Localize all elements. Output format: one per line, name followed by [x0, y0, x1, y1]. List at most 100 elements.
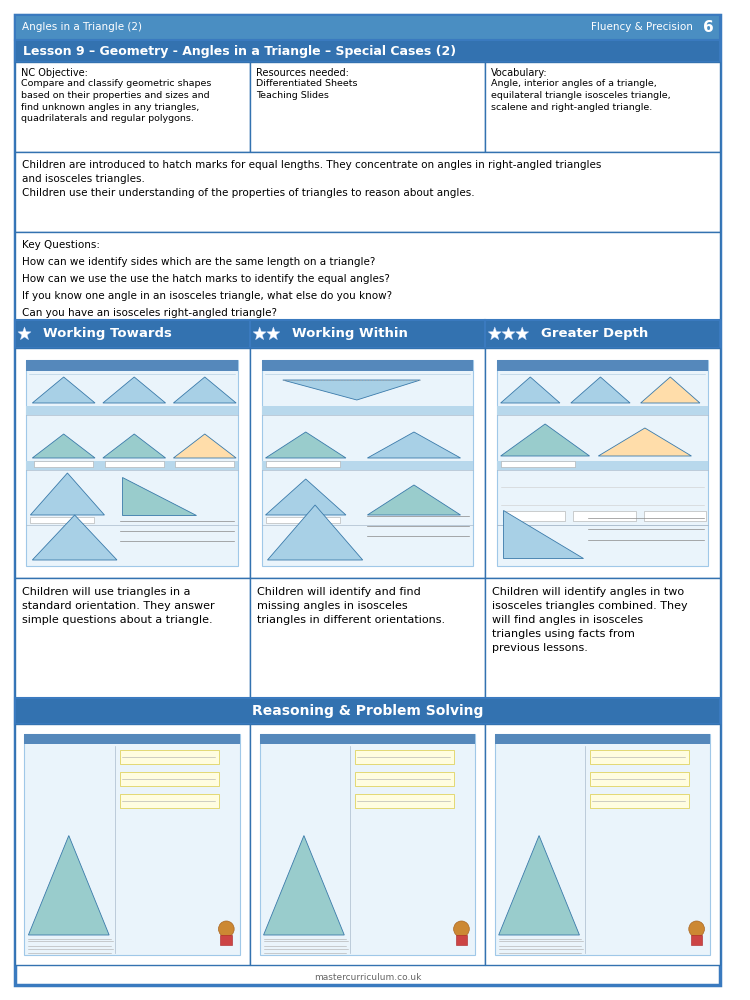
Bar — [15, 348, 250, 578]
Polygon shape — [268, 505, 363, 560]
Text: Vocabulary:: Vocabulary: — [490, 68, 548, 78]
Bar — [26, 406, 238, 415]
Polygon shape — [173, 434, 236, 458]
Bar — [262, 360, 473, 566]
Polygon shape — [173, 377, 236, 403]
Polygon shape — [32, 515, 117, 560]
Bar — [496, 360, 708, 566]
Polygon shape — [501, 377, 560, 403]
Bar — [26, 360, 238, 371]
Polygon shape — [32, 377, 95, 403]
Polygon shape — [267, 327, 280, 340]
Bar — [15, 62, 250, 152]
Bar — [15, 698, 720, 724]
Text: Ela: Ela — [154, 752, 160, 756]
Bar — [496, 461, 708, 470]
Bar — [590, 750, 689, 764]
Bar — [501, 461, 574, 467]
Polygon shape — [266, 432, 346, 458]
Bar — [590, 794, 689, 808]
Bar — [485, 320, 720, 348]
Bar — [496, 360, 708, 371]
Polygon shape — [122, 477, 196, 515]
Bar — [260, 734, 476, 955]
Circle shape — [454, 921, 470, 937]
Bar — [15, 724, 250, 965]
Polygon shape — [263, 836, 344, 935]
Bar — [266, 461, 340, 467]
Text: If you know one angle in an isosceles triangle, what else do you know?: If you know one angle in an isosceles tr… — [22, 291, 392, 301]
Polygon shape — [501, 424, 590, 456]
Bar — [250, 578, 485, 698]
Polygon shape — [266, 479, 346, 515]
Circle shape — [218, 921, 234, 937]
Bar — [250, 348, 485, 578]
Bar — [120, 750, 219, 764]
Bar — [262, 406, 473, 415]
Text: How can we use the use the hatch marks to identify the equal angles?: How can we use the use the hatch marks t… — [22, 274, 389, 284]
Bar — [590, 772, 689, 786]
Bar — [250, 320, 485, 348]
Bar — [105, 461, 164, 467]
Text: mastercurriculum.co.uk: mastercurriculum.co.uk — [314, 973, 421, 982]
Polygon shape — [283, 380, 420, 400]
Polygon shape — [488, 327, 501, 340]
Bar — [691, 935, 703, 945]
Bar — [260, 734, 476, 744]
Bar — [355, 794, 454, 808]
Bar — [455, 935, 467, 945]
Text: Children will identify and find
missing angles in isosceles
triangles in differe: Children will identify and find missing … — [256, 587, 445, 625]
Bar — [15, 578, 250, 698]
Bar — [120, 772, 219, 786]
Bar — [485, 348, 720, 578]
Bar — [250, 62, 485, 152]
Bar — [495, 734, 710, 744]
Bar — [15, 40, 720, 62]
Text: Key Questions:: Key Questions: — [22, 240, 100, 250]
Bar — [485, 62, 720, 152]
Polygon shape — [503, 510, 583, 558]
Text: Children will use triangles in a
standard orientation. They answer
simple questi: Children will use triangles in a standar… — [22, 587, 214, 625]
Polygon shape — [32, 434, 95, 458]
Bar — [496, 406, 708, 415]
Polygon shape — [28, 836, 109, 935]
Text: How can we identify sides which are the same length on a triangle?: How can we identify sides which are the … — [22, 257, 375, 267]
Text: Working Towards: Working Towards — [43, 328, 172, 340]
Polygon shape — [103, 377, 166, 403]
Bar — [644, 511, 706, 521]
Bar — [25, 734, 240, 955]
Text: NC Objective:: NC Objective: — [20, 68, 88, 78]
Text: 6: 6 — [704, 20, 714, 35]
Text: Greater Depth: Greater Depth — [541, 328, 648, 340]
Circle shape — [688, 921, 704, 937]
Text: Ela: Ela — [624, 752, 630, 756]
Bar — [15, 15, 720, 40]
Bar — [26, 360, 238, 566]
Bar — [220, 935, 232, 945]
Bar — [495, 734, 710, 955]
Polygon shape — [18, 327, 31, 340]
Text: Angles in a Triangle (2): Angles in a Triangle (2) — [22, 22, 142, 32]
Bar — [485, 724, 720, 965]
Bar — [120, 794, 219, 808]
Text: Lesson 9 – Geometry - Angles in a Triangle – Special Cases (2): Lesson 9 – Geometry - Angles in a Triang… — [22, 44, 456, 57]
Polygon shape — [499, 836, 580, 935]
Bar — [26, 461, 238, 470]
Bar — [573, 511, 636, 521]
Bar — [15, 232, 720, 320]
Text: Angle, interior angles of a triangle,
equilateral triangle isosceles triangle,
s: Angle, interior angles of a triangle, eq… — [490, 79, 670, 112]
Bar — [262, 461, 473, 470]
Bar — [262, 360, 473, 371]
Polygon shape — [571, 377, 630, 403]
Bar — [485, 578, 720, 698]
Polygon shape — [640, 377, 700, 403]
Text: Differentiated Sheets
Teaching Slides: Differentiated Sheets Teaching Slides — [256, 79, 357, 100]
Polygon shape — [253, 327, 266, 340]
Bar — [25, 734, 240, 744]
Polygon shape — [368, 432, 460, 458]
Polygon shape — [598, 428, 692, 456]
Bar — [503, 511, 566, 521]
Text: Children are introduced to hatch marks for equal lengths. They concentrate on an: Children are introduced to hatch marks f… — [22, 160, 601, 198]
Polygon shape — [103, 434, 166, 458]
Text: Resources needed:: Resources needed: — [256, 68, 349, 78]
